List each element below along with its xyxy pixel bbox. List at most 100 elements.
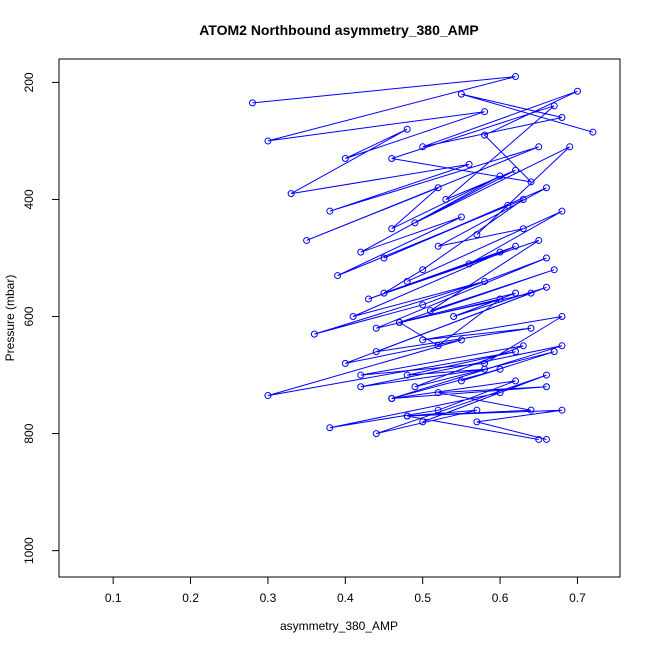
x-tick-label: 0.7 bbox=[569, 591, 586, 605]
x-tick-label: 0.6 bbox=[492, 591, 509, 605]
data-point bbox=[419, 418, 427, 426]
data-point bbox=[264, 392, 272, 400]
data-point bbox=[434, 184, 442, 192]
data-point bbox=[372, 348, 380, 356]
y-tick-label: 600 bbox=[22, 306, 36, 326]
data-point bbox=[419, 143, 427, 151]
data-point bbox=[465, 260, 473, 268]
data-point bbox=[395, 318, 403, 326]
data-point bbox=[504, 201, 512, 209]
data-point bbox=[457, 213, 465, 221]
x-tick-label: 0.2 bbox=[182, 591, 199, 605]
data-point bbox=[419, 266, 427, 274]
data-point bbox=[481, 131, 489, 139]
data-point bbox=[326, 207, 334, 215]
data-point bbox=[334, 272, 342, 280]
data-point bbox=[542, 283, 550, 291]
data-point bbox=[388, 155, 396, 163]
y-tick-label: 800 bbox=[22, 423, 36, 443]
data-point bbox=[310, 330, 318, 338]
data-point bbox=[535, 435, 543, 443]
data-point bbox=[411, 383, 419, 391]
data-point bbox=[550, 266, 558, 274]
data-point bbox=[527, 324, 535, 332]
data-point bbox=[357, 248, 365, 256]
data-point bbox=[457, 336, 465, 344]
data-point bbox=[589, 128, 597, 136]
data-point bbox=[512, 166, 520, 174]
data-point bbox=[349, 313, 357, 321]
data-point bbox=[411, 219, 419, 227]
data-point bbox=[481, 359, 489, 367]
data-point bbox=[558, 342, 566, 350]
series-line-0 bbox=[252, 76, 563, 440]
data-point bbox=[496, 365, 504, 373]
data-point bbox=[473, 418, 481, 426]
data-point bbox=[457, 90, 465, 98]
data-point bbox=[519, 225, 527, 233]
data-point bbox=[303, 236, 311, 244]
data-point bbox=[481, 108, 489, 116]
data-point bbox=[542, 435, 550, 443]
data-point bbox=[248, 99, 256, 107]
data-point bbox=[403, 371, 411, 379]
data-point bbox=[496, 248, 504, 256]
data-point bbox=[388, 225, 396, 233]
y-tick-label: 400 bbox=[22, 189, 36, 209]
plot-frame bbox=[58, 58, 621, 578]
data-point bbox=[434, 406, 442, 414]
y-tick-label: 200 bbox=[22, 72, 36, 92]
data-point bbox=[426, 307, 434, 315]
data-point bbox=[558, 406, 566, 414]
data-point bbox=[442, 195, 450, 203]
data-point bbox=[326, 424, 334, 432]
data-point bbox=[519, 342, 527, 350]
data-point bbox=[542, 254, 550, 262]
data-point bbox=[434, 242, 442, 250]
data-point bbox=[264, 137, 272, 145]
data-point bbox=[512, 289, 520, 297]
data-point bbox=[535, 236, 543, 244]
data-point bbox=[512, 242, 520, 250]
data-point bbox=[372, 430, 380, 438]
data-point bbox=[365, 295, 373, 303]
data-point bbox=[380, 254, 388, 262]
data-point bbox=[357, 383, 365, 391]
series-line-1 bbox=[360, 90, 594, 440]
data-point bbox=[535, 143, 543, 151]
x-tick-label: 0.5 bbox=[414, 591, 431, 605]
data-point bbox=[512, 73, 520, 81]
data-point bbox=[403, 277, 411, 285]
data-point bbox=[542, 184, 550, 192]
data-point bbox=[357, 371, 365, 379]
data-point bbox=[450, 313, 458, 321]
data-point bbox=[403, 412, 411, 420]
data-point bbox=[573, 87, 581, 95]
data-point bbox=[457, 377, 465, 385]
x-tick-label: 0.1 bbox=[105, 591, 122, 605]
data-point bbox=[388, 394, 396, 402]
y-tick-label: 1000 bbox=[22, 537, 36, 564]
data-point bbox=[465, 160, 473, 168]
data-point bbox=[341, 359, 349, 367]
data-point bbox=[527, 406, 535, 414]
data-point bbox=[558, 207, 566, 215]
data-point bbox=[558, 313, 566, 321]
data-point bbox=[372, 324, 380, 332]
data-point bbox=[341, 155, 349, 163]
data-point bbox=[419, 336, 427, 344]
data-point bbox=[403, 125, 411, 133]
data-point bbox=[481, 277, 489, 285]
y-axis-label: Pressure (mbar) bbox=[3, 275, 17, 362]
data-point bbox=[542, 371, 550, 379]
data-point bbox=[287, 190, 295, 198]
data-point bbox=[527, 178, 535, 186]
data-point bbox=[566, 143, 574, 151]
data-point bbox=[419, 301, 427, 309]
data-point bbox=[434, 389, 442, 397]
data-point bbox=[542, 383, 550, 391]
data-point bbox=[550, 102, 558, 110]
data-point bbox=[558, 114, 566, 122]
data-point bbox=[473, 231, 481, 239]
